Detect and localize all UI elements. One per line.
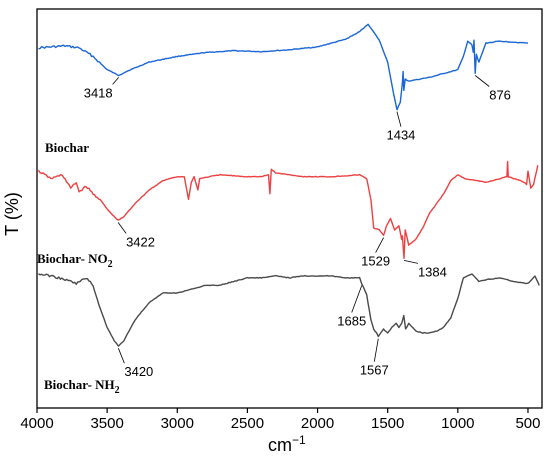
annotation-leader bbox=[474, 75, 490, 87]
annotation-leader bbox=[112, 77, 119, 85]
x-tick-label: 4000 bbox=[20, 415, 53, 432]
annotation-leader bbox=[375, 237, 384, 253]
annotation-leader bbox=[373, 338, 379, 362]
annotation-layer: 3418 1434 876 3422 1529 1384 3420 1685 1567 bbox=[84, 75, 511, 379]
series-line bbox=[38, 23, 529, 111]
series-label-biochar: Biochar bbox=[45, 140, 89, 155]
peak-annotation: 1529 bbox=[361, 254, 390, 269]
peak-annotation: 876 bbox=[489, 88, 511, 103]
series-label-biochar-nh2-sub: 2 bbox=[115, 385, 120, 396]
x-axis-title: cm−1 bbox=[268, 433, 306, 455]
x-tick-label: 500 bbox=[515, 415, 540, 432]
series-label-biochar-no2-base: Biochar- NO bbox=[37, 251, 108, 266]
annotation-leader bbox=[351, 285, 363, 313]
peak-annotation: 3420 bbox=[124, 364, 153, 379]
peak-annotation: 3422 bbox=[126, 234, 155, 249]
series-label-biochar-no2: Biochar- NO2 bbox=[37, 251, 113, 270]
plot-frame bbox=[36, 8, 543, 409]
peak-annotation: 1434 bbox=[386, 128, 415, 143]
x-axis-title-base: cm bbox=[268, 435, 292, 455]
peak-annotation: 1384 bbox=[418, 264, 447, 279]
x-tick-layer: 4000 3500 3000 2500 2000 1500 1000 500 bbox=[20, 408, 540, 432]
series-layer bbox=[37, 23, 540, 347]
x-tick-label: 3000 bbox=[161, 415, 194, 432]
annotation-leader bbox=[396, 111, 402, 127]
series-line bbox=[37, 160, 539, 259]
y-axis-title: T (%) bbox=[2, 192, 22, 236]
series-line bbox=[38, 273, 540, 347]
x-tick-label: 1500 bbox=[371, 415, 404, 432]
annotation-leader bbox=[403, 260, 419, 264]
series-label-biochar-nh2: Biochar- NH2 bbox=[44, 377, 120, 396]
annotation-leader bbox=[117, 348, 125, 364]
series-label-biochar-no2-sub: 2 bbox=[108, 259, 113, 270]
series-label-biochar-nh2-base: Biochar- NH bbox=[44, 377, 115, 392]
x-axis-title-superscript: −1 bbox=[292, 433, 306, 447]
x-tick-label: 2500 bbox=[231, 415, 264, 432]
peak-annotation: 1685 bbox=[337, 314, 366, 329]
peak-annotation: 3418 bbox=[84, 85, 113, 100]
x-tick-label: 3500 bbox=[90, 415, 123, 432]
annotation-leader bbox=[117, 222, 127, 234]
peak-annotation: 1567 bbox=[360, 363, 389, 378]
x-tick-label: 2000 bbox=[301, 415, 334, 432]
x-tick-label: 1000 bbox=[441, 415, 474, 432]
